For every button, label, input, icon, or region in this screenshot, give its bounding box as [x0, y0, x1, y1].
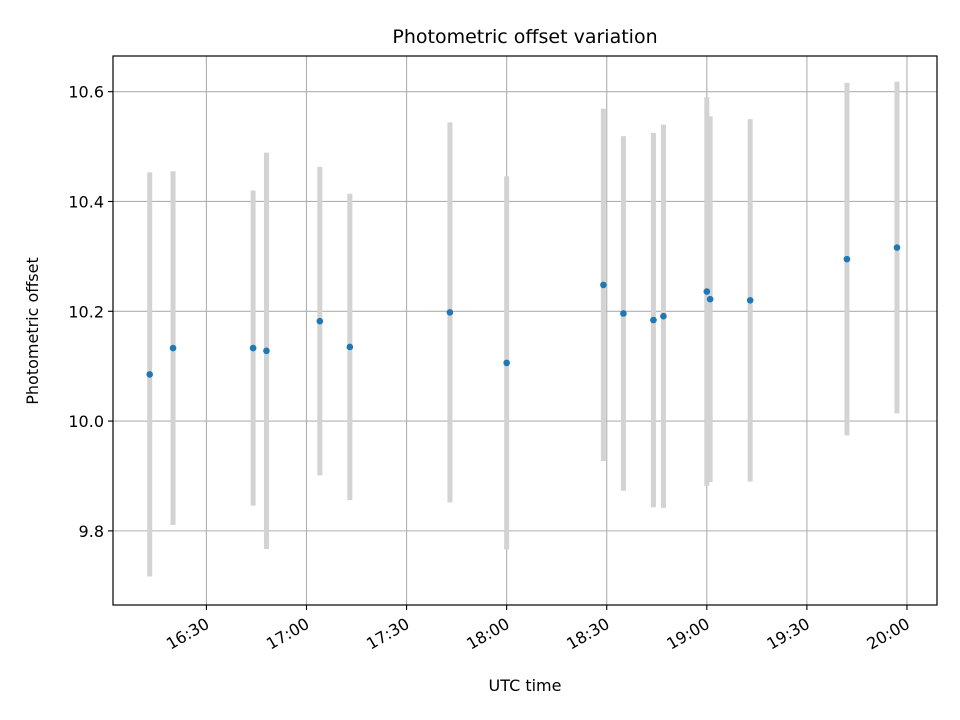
data-point: [660, 312, 667, 320]
data-point: [703, 288, 711, 295]
data-point: [620, 310, 627, 317]
chart-title: Photometric offset variation: [392, 26, 657, 48]
data-point: [169, 344, 177, 352]
data-point: [600, 281, 607, 289]
data-point: [843, 255, 851, 263]
data-point: [446, 309, 454, 316]
data-point: [746, 297, 754, 304]
plot-frame: [112, 55, 938, 606]
data-point: [706, 295, 714, 303]
x-axis-label: UTC time: [489, 676, 562, 695]
data-point: [346, 343, 354, 351]
data-point: [146, 371, 153, 378]
data-point: [249, 344, 257, 352]
y-tick-label: 10.4: [68, 192, 104, 211]
data-point: [650, 316, 657, 324]
y-axis-label: Photometric offset: [23, 257, 42, 405]
y-tick-label: 9.8: [79, 522, 104, 541]
y-tick-label: 10.0: [68, 412, 104, 431]
data-point: [893, 244, 901, 251]
plot-area: [113, 56, 937, 605]
y-tick-label: 10.6: [68, 83, 104, 102]
data-points: [146, 244, 901, 378]
y-tick-label: 10.2: [68, 302, 104, 321]
grid: [113, 56, 937, 605]
data-point: [263, 347, 270, 355]
data-point: [316, 317, 324, 325]
data-point: [503, 359, 510, 367]
y-axis-ticks: 9.8 10.0 10.2 10.4 10.6: [68, 83, 113, 541]
